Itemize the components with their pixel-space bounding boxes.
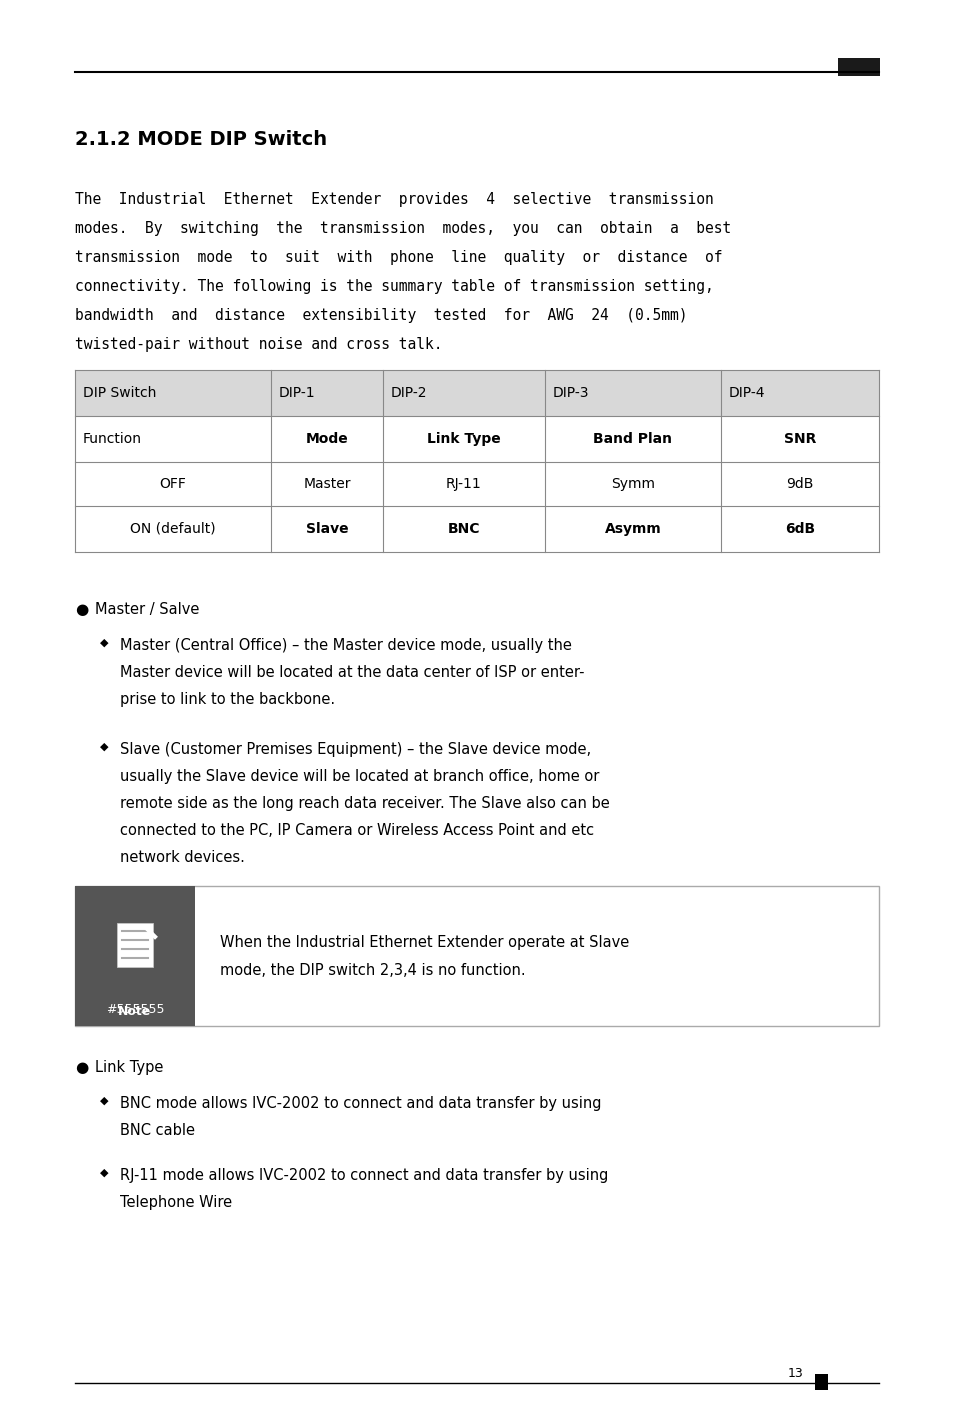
Text: ◆: ◆ [100,638,109,648]
Text: 2.1.2 MODE DIP Switch: 2.1.2 MODE DIP Switch [75,130,327,150]
Text: connectivity. The following is the summary table of transmission setting,: connectivity. The following is the summa… [75,280,713,294]
Text: 9dB: 9dB [785,477,813,491]
Bar [117,923,152,967]
Text: Master / Salve: Master / Salve [95,602,199,617]
Text: Slave: Slave [305,522,348,537]
Text: The  Industrial  Ethernet  Extender  provides  4  selective  transmission: The Industrial Ethernet Extender provide… [75,192,713,208]
Text: Slave (Customer Premises Equipment) – the Slave device mode,: Slave (Customer Premises Equipment) – th… [120,741,591,757]
Bar [837,58,879,76]
Text: Telephone Wire: Telephone Wire [120,1195,232,1210]
Text: RJ-11: RJ-11 [446,477,481,491]
Text: ●: ● [75,602,89,617]
Text: DIP-3: DIP-3 [553,385,589,400]
Text: Mode: Mode [305,432,348,446]
Bar [814,1374,827,1389]
Text: bandwidth  and  distance  extensibility  tested  for  AWG  24  (0.5mm): bandwidth and distance extensibility tes… [75,308,687,323]
Text: connected to the PC, IP Camera or Wireless Access Point and etc: connected to the PC, IP Camera or Wirele… [120,823,594,837]
Text: ◆: ◆ [100,741,109,753]
Text: Symm: Symm [610,477,655,491]
Text: Band Plan: Band Plan [593,432,672,446]
Text: ●: ● [75,1060,89,1075]
Text: Master: Master [303,477,351,491]
Text: network devices.: network devices. [120,850,245,866]
Bar [75,370,878,417]
Bar [75,505,878,552]
Text: Master (Central Office) – the Master device mode, usually the: Master (Central Office) – the Master dev… [120,638,571,652]
Text: DIP-1: DIP-1 [278,385,315,400]
Text: DIP Switch: DIP Switch [83,385,156,400]
Text: Master device will be located at the data center of ISP or enter-: Master device will be located at the dat… [120,665,584,681]
Text: transmission  mode  to  suit  with  phone  line  quality  or  distance  of: transmission mode to suit with phone lin… [75,250,721,265]
Text: RJ-11 mode allows IVC-2002 to connect and data transfer by using: RJ-11 mode allows IVC-2002 to connect an… [120,1168,608,1183]
Bar [75,462,878,505]
Text: Link Type: Link Type [95,1060,163,1075]
Text: Link Type: Link Type [427,432,500,446]
Text: ◆: ◆ [100,1168,109,1178]
Text: 13: 13 [786,1367,802,1380]
Text: mode, the DIP switch 2,3,4 is no function.: mode, the DIP switch 2,3,4 is no functio… [220,963,525,979]
Text: remote side as the long reach data receiver. The Slave also can be: remote side as the long reach data recei… [120,796,609,810]
Bar [75,885,878,1027]
Text: SNR: SNR [783,432,816,446]
Text: prise to link to the backbone.: prise to link to the backbone. [120,692,335,707]
Text: 6dB: 6dB [784,522,814,537]
Text: OFF: OFF [159,477,186,491]
Text: ON (default): ON (default) [130,522,215,537]
Text: BNC cable: BNC cable [120,1123,194,1138]
Text: Note: Note [118,1005,152,1018]
Text: BNC: BNC [447,522,479,537]
Text: BNC mode allows IVC-2002 to connect and data transfer by using: BNC mode allows IVC-2002 to connect and … [120,1096,601,1111]
Text: DIP-2: DIP-2 [391,385,427,400]
Text: modes.  By  switching  the  transmission  modes,  you  can  obtain  a  best: modes. By switching the transmission mod… [75,222,731,236]
Text: twisted-pair without noise and cross talk.: twisted-pair without noise and cross tal… [75,337,442,352]
Text: Function: Function [83,432,142,446]
Text: Asymm: Asymm [604,522,660,537]
Bar [75,417,878,462]
Text: DIP-4: DIP-4 [728,385,764,400]
Text: When the Industrial Ethernet Extender operate at Slave: When the Industrial Ethernet Extender op… [220,935,629,950]
Bar [75,885,194,1027]
Text: ◆: ◆ [100,1096,109,1106]
Text: usually the Slave device will be located at branch office, home or: usually the Slave device will be located… [120,770,598,784]
Text: #555555: #555555 [106,1003,164,1017]
